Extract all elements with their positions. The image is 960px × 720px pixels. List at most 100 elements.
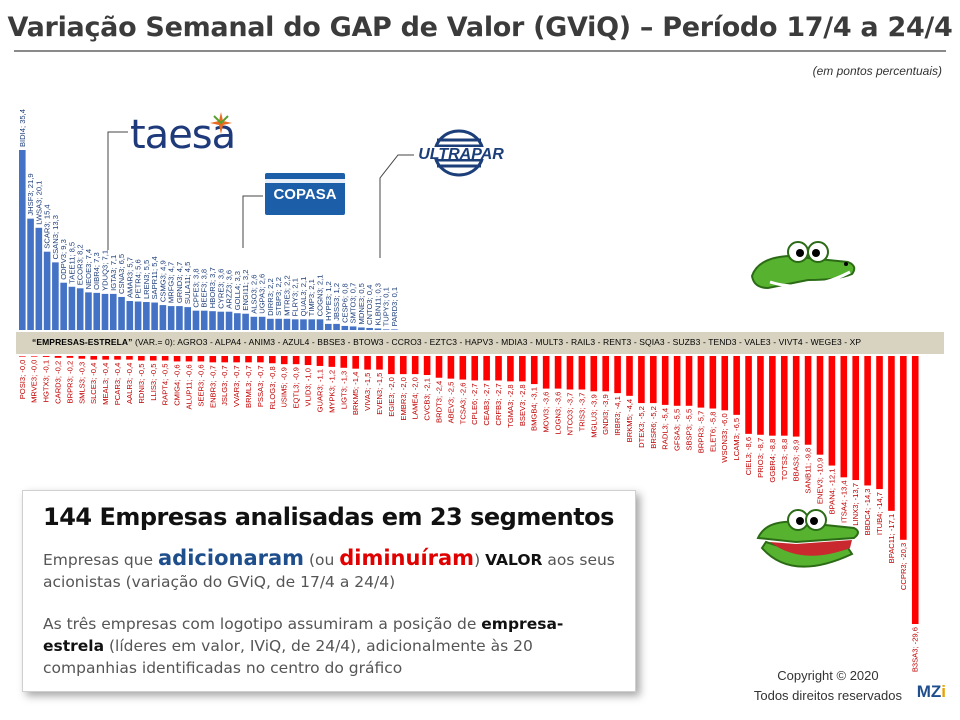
bar-negative-vlid3 bbox=[304, 356, 312, 366]
bar-label-crfb3: CRFB3; -2,7 bbox=[494, 383, 503, 425]
bar-label-odpv3: ODPV3; 9,3 bbox=[59, 239, 68, 280]
bar-negative-elet6 bbox=[709, 356, 717, 409]
bar-positive-dirr3 bbox=[267, 318, 274, 330]
copasa-wordmark: COPASA bbox=[273, 185, 337, 203]
bar-negative-pssa3 bbox=[257, 356, 264, 363]
bar-label-ecor3: ECOR3; 8,2 bbox=[76, 244, 85, 285]
bar-negative-ccpr3 bbox=[900, 356, 907, 540]
bar-label-mrve3: MRVE3; -0,0 bbox=[30, 360, 39, 403]
bar-label-even3: EVEN3; -1,5 bbox=[375, 373, 384, 415]
bar-label-cvcb3: CVCB3; -2,1 bbox=[423, 378, 432, 421]
bar-label-bbas3: BBAS3; -8,9 bbox=[792, 440, 801, 482]
bar-negative-enbr3 bbox=[209, 356, 217, 363]
bar-label-sanb11: SANB11; -9,8 bbox=[804, 448, 813, 494]
bar-positive-yduq3 bbox=[101, 293, 109, 330]
taesa-connector bbox=[107, 131, 128, 250]
bar-negative-sbsp3 bbox=[685, 356, 693, 406]
ultrapar-connector bbox=[379, 154, 414, 258]
bar-positive-cogn3 bbox=[316, 319, 324, 330]
bar-label-taee11: TAEE11; 8,5 bbox=[67, 242, 76, 284]
bar-label-itsa4: ITSA4; -13,4 bbox=[839, 480, 848, 523]
bar-negative-posi3 bbox=[19, 356, 26, 357]
info-reduced-word: diminuíram bbox=[339, 546, 475, 570]
bar-label-tots3: TOTS3; -8,8 bbox=[780, 439, 789, 481]
bar-label-movi3: MOVI3; -3,6 bbox=[542, 392, 551, 433]
title-divider bbox=[14, 50, 946, 52]
bar-label-usim5: USIM5; -0,9 bbox=[280, 367, 289, 408]
bar-negative-dtex3 bbox=[638, 356, 645, 404]
bar-negative-irbr3 bbox=[614, 356, 621, 394]
bar-label-vvar3: VVAR3; -0,7 bbox=[232, 365, 241, 407]
bar-negative-wson33 bbox=[721, 356, 729, 411]
bar-label-csmg3: CSMG3; 4,9 bbox=[158, 260, 167, 302]
bar-negative-cvcb3 bbox=[423, 356, 431, 376]
chart-title: Variação Semanal do GAP de Valor (GViQ) … bbox=[7, 12, 953, 43]
bar-label-cple6: CPLE6; -2,7 bbox=[470, 383, 479, 424]
bar-positive-klbn11 bbox=[374, 328, 382, 330]
bar-negative-brml3 bbox=[245, 356, 252, 363]
bar-label-flry3: FLRY3; 2,1 bbox=[291, 278, 300, 316]
happy-alligator-icon bbox=[750, 241, 856, 290]
copasa-connector bbox=[242, 195, 263, 248]
bar-positive-petr4 bbox=[134, 301, 142, 330]
bar-label-bpan4: BPAN4; -12,1 bbox=[827, 469, 836, 515]
bar-label-prio3: PRIO3; -8,7 bbox=[756, 438, 765, 478]
bar-positive-engi11 bbox=[242, 313, 249, 330]
bar-negative-cmig4 bbox=[173, 356, 181, 362]
bar-label-brdt3: BRDT3; -2,4 bbox=[435, 381, 444, 423]
bar-label-klbn11: KLBN11; 0,3 bbox=[373, 283, 382, 326]
bar-positive-lwsa3 bbox=[35, 227, 43, 330]
bar-positive-jbss3 bbox=[333, 323, 340, 330]
bar-negative-usim5 bbox=[280, 356, 288, 365]
bar-negative-smls3 bbox=[78, 356, 86, 359]
bar-positive-csmg3 bbox=[159, 305, 167, 330]
bar-label-brkm5: BRKM5; -4,4 bbox=[625, 399, 634, 442]
bar-negative-ciel3 bbox=[745, 356, 752, 434]
bar-negative-lame4 bbox=[411, 356, 419, 375]
bar-label-sbsp3: SBSP3; -5,5 bbox=[685, 409, 694, 451]
bar-negative-sanb11 bbox=[804, 356, 812, 445]
bar-negative-itub4 bbox=[876, 356, 883, 490]
bar-label-lcam3: LCAM3; -6,5 bbox=[732, 418, 741, 461]
bar-positive-tupy3 bbox=[382, 329, 390, 330]
bar-positive-beef3 bbox=[200, 310, 208, 330]
bar-label-yduq3: YDUQ3; 7,1 bbox=[101, 250, 110, 291]
bar-label-hype3: HYPE3; 1,2 bbox=[324, 281, 333, 321]
bar-negative-hgtx3 bbox=[42, 356, 50, 357]
bar-negative-radl3 bbox=[661, 356, 669, 405]
info-value-word: VALOR bbox=[485, 551, 543, 569]
bar-label-igta3: IGTA3; 7,1 bbox=[109, 255, 118, 291]
info-star-word: empresa-estrela bbox=[43, 615, 564, 655]
taesa-logo: taesa bbox=[130, 112, 236, 158]
bar-label-hbor3: HBOR3; 3,7 bbox=[208, 267, 217, 308]
bar-negative-bmgb4 bbox=[530, 356, 538, 385]
bar-label-brkm5: BRKM5; -1,4 bbox=[351, 372, 360, 415]
bar-negative-enev3 bbox=[816, 356, 824, 455]
bar-label-grnd3: GRND3; 4,7 bbox=[175, 262, 184, 303]
bar-label-card3: CARD3; -0,2 bbox=[54, 361, 63, 404]
bar-positive-csan3 bbox=[52, 262, 59, 330]
bar-label-bpac11: BPAC11; -17,1 bbox=[887, 514, 896, 564]
bar-label-sula11: SULA11; 4,5 bbox=[183, 262, 192, 305]
bar-label-slce3: SLCE3; -0,4 bbox=[89, 363, 98, 404]
star-tickers: AGRO3 - ALPA4 - ANIM3 - AZUL4 - BBSE3 - … bbox=[177, 337, 862, 347]
bar-label-oibr4: OIBR4; 7,3 bbox=[92, 252, 101, 290]
bar-label-hgtx3: HGTX3; -0,1 bbox=[42, 360, 51, 403]
info-p2-text: As três empresas com logotipo assumiram … bbox=[43, 615, 482, 633]
bar-negative-seer3 bbox=[197, 356, 205, 362]
bar-label-ugpa3: UGPA3; 2,6 bbox=[258, 274, 267, 314]
bar-label-jbss3: JBSS3; 1,2 bbox=[332, 283, 341, 321]
bar-label-goll4: GOLL4; 3,3 bbox=[233, 271, 242, 310]
bar-label-meal3: MEAL3; -0,4 bbox=[101, 363, 110, 405]
bar-negative-gfsa3 bbox=[673, 356, 681, 406]
bar-label-radl3: RADL3; -5,4 bbox=[661, 408, 670, 450]
bar-label-pcar3: PCAR3; -0,4 bbox=[113, 363, 122, 406]
bar-positive-smto3 bbox=[349, 326, 357, 330]
star-label: “EMPRESAS-ESTRELA” bbox=[32, 337, 133, 347]
bar-negative-rapt4 bbox=[161, 356, 169, 361]
ultrapar-logo: ULTRAPAR bbox=[415, 128, 507, 178]
bar-negative-pcar3 bbox=[114, 356, 121, 360]
bar-label-guar3: GUAR3; -1,1 bbox=[315, 369, 324, 412]
bar-negative-brpr3 bbox=[697, 356, 705, 408]
bar-negative-meal3 bbox=[102, 356, 109, 360]
